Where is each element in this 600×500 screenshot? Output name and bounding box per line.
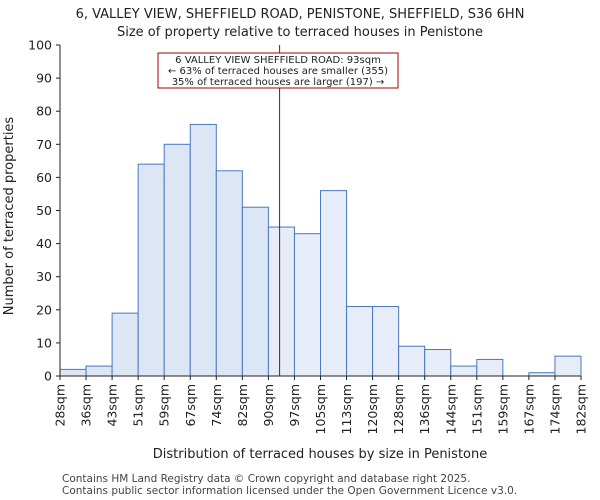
bar-51sqm — [137, 163, 165, 377]
x-tick-label-144sqm: 144sqm — [443, 384, 458, 434]
y-tick-label: 70 — [36, 137, 52, 152]
x-tick-label-51sqm: 51sqm — [131, 384, 146, 427]
x-tick-label-113sqm: 113sqm — [339, 384, 354, 434]
bar-90sqm — [267, 226, 295, 377]
footer-copyright: Contains HM Land Registry data © Crown c… — [62, 473, 471, 485]
x-tick-label-67sqm: 67sqm — [183, 384, 198, 427]
bar-67sqm — [189, 123, 217, 377]
chart-subtitle: Size of property relative to terraced ho… — [117, 25, 483, 40]
bar-group — [59, 123, 582, 377]
x-tick-label-174sqm: 174sqm — [547, 384, 562, 434]
x-axis: 28sqm 36sqm 43sqm 51sqm 59sqm 67sqm 74sqm 82sqm… — [53, 375, 589, 434]
bar-136sqm — [424, 349, 452, 377]
y-tick-label: 0 — [44, 369, 52, 384]
bar-151sqm — [476, 358, 504, 377]
bar-144sqm — [450, 365, 478, 377]
chart-title: 6, VALLEY VIEW, SHEFFIELD ROAD, PENISTON… — [76, 7, 525, 22]
bar-128sqm — [398, 345, 426, 377]
x-axis-label: Distribution of terraced houses by size … — [153, 447, 487, 462]
x-tick-label-36sqm: 36sqm — [79, 384, 94, 427]
x-tick-label-74sqm: 74sqm — [209, 384, 224, 427]
y-tick-label: 20 — [36, 302, 52, 317]
y-tick-label: 90 — [36, 71, 52, 86]
annotation-line: ← 63% of terraced houses are smaller (35… — [168, 66, 388, 77]
x-tick-label-105sqm: 105sqm — [313, 384, 328, 434]
x-tick-label-128sqm: 128sqm — [391, 384, 406, 434]
y-tick-label: 30 — [36, 269, 52, 284]
y-tick-label: 50 — [36, 203, 52, 218]
x-tick-label-120sqm: 120sqm — [365, 384, 380, 434]
bar-174sqm — [554, 355, 582, 377]
bar-43sqm — [111, 312, 139, 377]
x-tick-label-82sqm: 82sqm — [235, 384, 250, 427]
bar-113sqm — [346, 305, 374, 377]
bar-28sqm — [59, 368, 87, 377]
bar-120sqm — [372, 305, 400, 377]
y-tick-label: 80 — [36, 104, 52, 119]
x-tick-label-167sqm: 167sqm — [521, 384, 536, 434]
x-tick-label-43sqm: 43sqm — [105, 384, 120, 427]
bar-97sqm — [293, 233, 322, 377]
footer-licence: Contains public sector information licen… — [62, 485, 518, 497]
y-tick-label: 100 — [28, 38, 52, 53]
bar-36sqm — [85, 365, 113, 377]
bar-82sqm — [241, 206, 269, 377]
x-tick-label-151sqm: 151sqm — [469, 384, 484, 434]
x-tick-label-59sqm: 59sqm — [157, 384, 172, 427]
y-axis: 0 10 20 30 40 50 60 70 80 90 100 — [28, 38, 61, 384]
x-tick-label-97sqm: 97sqm — [287, 384, 302, 427]
bar-74sqm — [215, 170, 243, 377]
y-axis-label: Number of terraced properties — [2, 117, 17, 316]
x-tick-label-182sqm: 182sqm — [574, 384, 589, 434]
annotation-line: 6 VALLEY VIEW SHEFFIELD ROAD: 93sqm — [175, 55, 381, 66]
x-tick-label-159sqm: 159sqm — [495, 384, 510, 434]
property-marker: 6 VALLEY VIEW SHEFFIELD ROAD: 93sqm← 63%… — [157, 45, 399, 376]
bar-59sqm — [163, 143, 191, 377]
y-tick-label: 10 — [36, 335, 52, 350]
x-tick-label-90sqm: 90sqm — [261, 384, 276, 427]
x-tick-label-136sqm: 136sqm — [417, 384, 432, 434]
y-tick-label: 40 — [36, 236, 52, 251]
x-tick-label-28sqm: 28sqm — [53, 384, 68, 427]
annotation-line: 35% of terraced houses are larger (197) … — [172, 77, 385, 88]
y-tick-label: 60 — [36, 170, 52, 185]
bar-105sqm — [320, 190, 348, 377]
annotation-box — [157, 52, 399, 89]
